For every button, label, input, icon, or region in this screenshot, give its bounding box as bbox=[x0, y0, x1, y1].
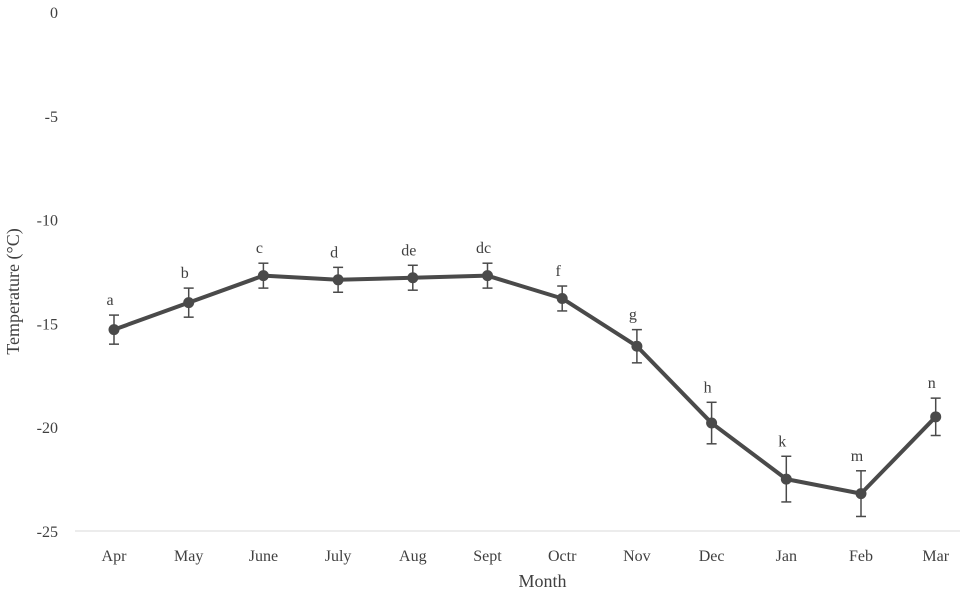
x-tick-label: June bbox=[249, 548, 278, 565]
data-point bbox=[556, 292, 568, 304]
error-bars bbox=[109, 262, 941, 518]
x-tick-label: Sept bbox=[473, 548, 502, 565]
x-tick-label: Octr bbox=[548, 548, 577, 565]
significance-letter: d bbox=[330, 244, 338, 261]
data-point bbox=[780, 473, 792, 485]
significance-letter: k bbox=[778, 433, 786, 450]
significance-letter: m bbox=[851, 448, 864, 465]
x-tick-label: Jan bbox=[776, 548, 797, 565]
data-point bbox=[855, 488, 867, 500]
data-point bbox=[407, 272, 419, 284]
y-tick-label: -10 bbox=[37, 213, 58, 230]
significance-letter: a bbox=[106, 292, 113, 309]
data-point bbox=[108, 324, 120, 336]
y-tick-label: 0 bbox=[50, 5, 58, 22]
significance-letter: f bbox=[556, 263, 562, 280]
significance-letter: b bbox=[181, 265, 189, 282]
significance-letter: de bbox=[401, 242, 416, 259]
y-axis: 0 -5 -10 -15 -20 -25 bbox=[37, 5, 58, 541]
series-line bbox=[112, 273, 938, 496]
x-tick-label: May bbox=[174, 548, 203, 565]
data-point bbox=[631, 340, 643, 352]
x-tick-label: July bbox=[325, 548, 352, 565]
data-point bbox=[183, 297, 195, 309]
x-tick-label: Aug bbox=[399, 548, 427, 565]
data-point bbox=[257, 270, 269, 282]
x-axis: Apr May June July Aug Sept Octr Nov Dec Jan Feb Mar bbox=[102, 548, 950, 565]
y-tick-label: -15 bbox=[37, 316, 58, 333]
y-tick-label: -5 bbox=[45, 109, 58, 126]
significance-letter: c bbox=[256, 240, 263, 257]
y-tick-label: -20 bbox=[37, 420, 58, 437]
x-axis-title: Month bbox=[518, 571, 566, 591]
significance-letter: dc bbox=[476, 240, 491, 257]
data-point bbox=[482, 270, 493, 282]
significance-letter: h bbox=[704, 379, 712, 396]
x-tick-label: Dec bbox=[699, 548, 725, 565]
significance-letter: n bbox=[928, 375, 936, 392]
x-tick-label: Mar bbox=[922, 548, 949, 565]
x-tick-label: Apr bbox=[102, 548, 128, 565]
data-point bbox=[930, 411, 942, 423]
significance-letter: g bbox=[629, 307, 637, 324]
y-tick-label: -25 bbox=[37, 524, 58, 541]
y-axis-title: Temperature (°C) bbox=[3, 228, 24, 354]
x-tick-label: Feb bbox=[849, 548, 873, 565]
x-tick-label: Nov bbox=[623, 548, 651, 565]
data-point bbox=[332, 274, 344, 286]
data-point bbox=[706, 417, 718, 429]
data-points bbox=[108, 270, 942, 500]
significance-letters: a b c d de dc f g h k m n bbox=[106, 240, 935, 465]
